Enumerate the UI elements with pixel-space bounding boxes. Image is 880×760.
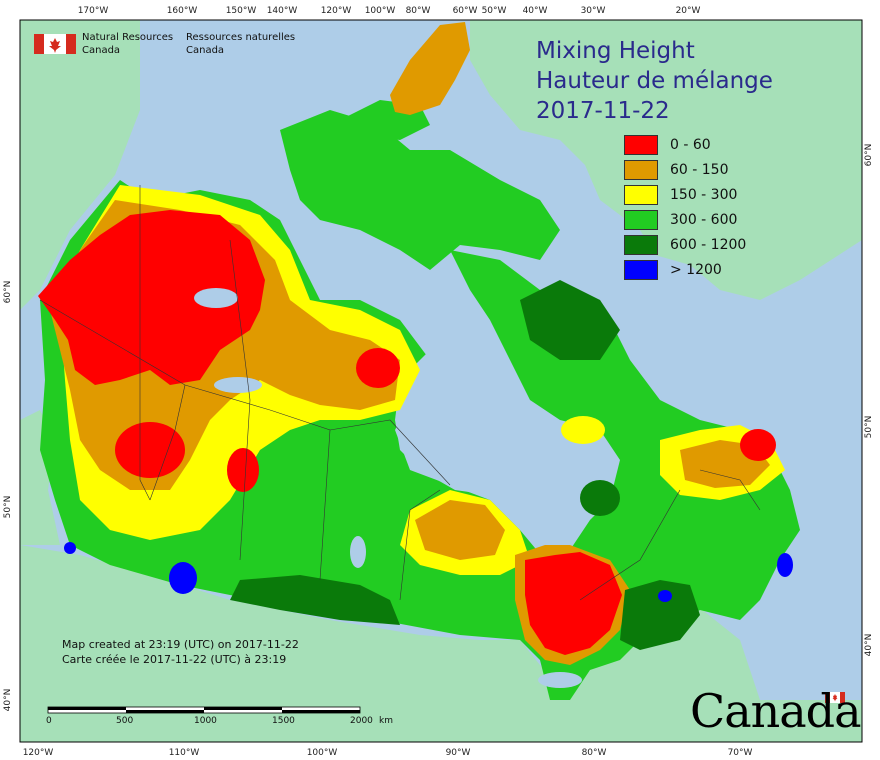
zone-gt1200-nova-scotia	[777, 553, 793, 577]
graticule-label: 150°W	[226, 6, 257, 16]
graticule-label: 50°W	[482, 6, 507, 16]
map-frame	[19, 19, 863, 743]
legend-swatch	[624, 234, 658, 255]
graticule-label: 140°W	[267, 6, 298, 16]
graticule-label: 50°N	[864, 416, 874, 439]
legend-label: 0 - 60	[670, 136, 711, 153]
scale-tick-label: 500	[116, 716, 134, 726]
zone-0-60-alberta	[227, 448, 259, 492]
created-note-en: Map created at 23:19 (UTC) on 2017-11-22	[62, 638, 299, 651]
agency-name-en: Natural Resources Canada	[82, 31, 173, 57]
graticule-left: 60°N 50°N 40°N	[3, 281, 13, 712]
graticule-label: 80°W	[582, 748, 607, 758]
legend-label: 600 - 1200	[670, 236, 747, 253]
zone-600-1200-prairies	[230, 575, 400, 625]
scale-tick-label: 1000	[194, 716, 217, 726]
zone-60-150-central	[415, 500, 505, 560]
zone-600-1200-labrador	[520, 280, 620, 360]
legend-swatch	[624, 134, 658, 155]
lake-erie	[538, 672, 582, 688]
scale-bar	[47, 706, 361, 714]
graticule-label: 120°W	[23, 748, 54, 758]
legend-row: 60 - 150	[624, 157, 746, 182]
wordmark-flag-icon	[825, 692, 845, 703]
map-date: 2017-11-22	[536, 98, 670, 124]
zone-600-1200-maritimes	[620, 580, 700, 650]
graticule-top: 170°W 160°W 150°W 140°W 120°W 100°W 80°W 60°W 50…	[78, 6, 701, 16]
alaska-landmass	[20, 20, 140, 310]
scale-unit-label: km	[379, 716, 393, 726]
graticule-label: 120°W	[321, 6, 352, 16]
great-bear-lake	[194, 288, 238, 308]
zone-0-60-ontario-core	[525, 552, 622, 655]
graticule-label: 60°W	[453, 6, 478, 16]
graticule-bottom: 120°W 110°W 100°W 90°W 80°W 70°W	[23, 748, 753, 758]
canada-flag-icon	[34, 34, 76, 54]
scale-tick-label: 2000	[350, 716, 373, 726]
legend-row: 0 - 60	[624, 132, 746, 157]
legend-label: 150 - 300	[670, 186, 738, 203]
canada-wordmark: Canada	[690, 684, 862, 738]
graticule-label: 160°W	[167, 6, 198, 16]
legend-swatch	[624, 259, 658, 280]
legend-row: > 1200	[624, 257, 746, 282]
zone-150-300-labrador	[561, 416, 605, 444]
agency-fr-line2: Canada	[186, 45, 225, 56]
graticule-label: 40°N	[3, 689, 13, 712]
scale-tick-label: 0	[46, 716, 52, 726]
graticule-label: 30°W	[581, 6, 606, 16]
agency-en-line2: Canada	[82, 45, 121, 56]
legend-swatch	[624, 209, 658, 230]
zone-gt1200-maine	[658, 590, 672, 602]
graticule-label: 60°N	[864, 144, 874, 167]
legend-label: 60 - 150	[670, 161, 729, 178]
map-title-en: Mixing Height	[536, 38, 695, 64]
graticule-label: 50°N	[3, 496, 13, 519]
graticule-label: 90°W	[446, 748, 471, 758]
zone-0-60-nunavut	[356, 348, 400, 388]
graticule-label: 80°W	[406, 6, 431, 16]
graticule-label: 40°W	[523, 6, 548, 16]
legend-row: 150 - 300	[624, 182, 746, 207]
zone-0-60-bc	[115, 422, 185, 478]
hudson-bay	[395, 350, 530, 495]
legend-swatch	[624, 159, 658, 180]
legend-label: > 1200	[670, 261, 722, 278]
greenland-landmass	[470, 20, 862, 300]
legend: 0 - 60 60 - 150 150 - 300 300 - 600 600 - 12…	[624, 132, 746, 282]
graticule-label: 170°W	[78, 6, 109, 16]
province-borders	[39, 185, 761, 601]
agency-fr-line1: Ressources naturelles	[186, 32, 296, 43]
graticule-label: 100°W	[365, 6, 396, 16]
graticule-label: 100°W	[307, 748, 338, 758]
arctic-islands	[280, 110, 560, 270]
created-note-fr: Carte créée le 2017-11-22 (UTC) à 23:19	[62, 653, 287, 666]
lake-winnipeg	[350, 536, 366, 568]
legend-row: 300 - 600	[624, 207, 746, 232]
legend-label: 300 - 600	[670, 211, 738, 228]
agency-en-line1: Natural Resources	[82, 32, 174, 43]
graticule-right: 60°N 50°N 40°N	[864, 144, 874, 657]
legend-swatch	[624, 184, 658, 205]
zone-gt1200-coast	[64, 542, 76, 554]
legend-row: 600 - 1200	[624, 232, 746, 257]
graticule-label: 110°W	[169, 748, 200, 758]
great-slave-lake	[214, 377, 262, 393]
zone-0-60-quebec-east	[740, 429, 776, 461]
map-title-fr: Hauteur de mélange	[536, 68, 773, 94]
zone-0-60-northwest	[38, 210, 265, 385]
agency-name-fr: Ressources naturelles Canada	[186, 31, 295, 57]
usa-landmass	[20, 545, 862, 742]
graticule-label: 40°N	[864, 634, 874, 657]
zone-600-1200-quebec	[580, 480, 620, 516]
zone-gt1200-montana	[169, 562, 197, 594]
graticule-label: 70°W	[728, 748, 753, 758]
graticule-label: 20°W	[676, 6, 701, 16]
ellesmere-island	[390, 22, 470, 115]
scale-tick-label: 1500	[272, 716, 295, 726]
graticule-label: 60°N	[3, 281, 13, 304]
